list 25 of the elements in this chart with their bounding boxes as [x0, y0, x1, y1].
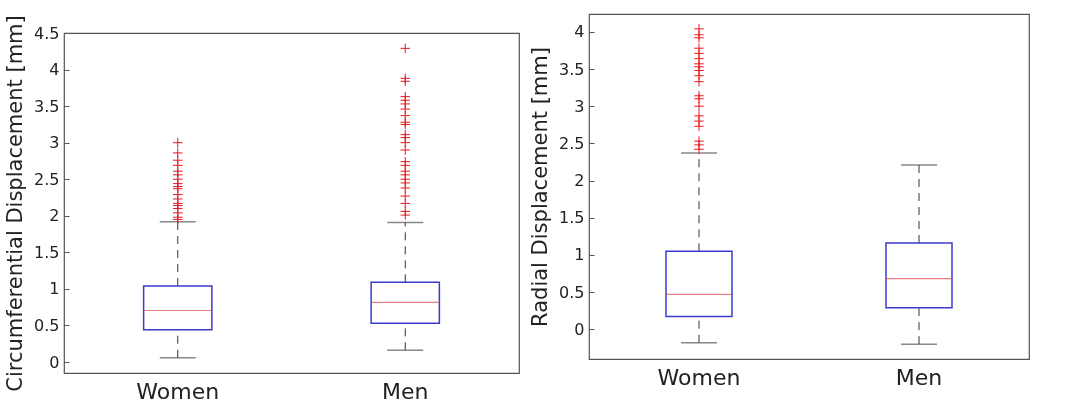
y-axis-title: Radial Displacement [mm]: [528, 47, 553, 327]
x-tick-label: Women: [657, 364, 741, 390]
y-tick-label: 2.5: [34, 169, 60, 189]
y-tick-label: 2: [49, 206, 60, 226]
y-tick-label: 0: [574, 319, 585, 339]
y-tick-label: 1.5: [34, 242, 60, 262]
y-tick-label: 1.5: [559, 208, 585, 228]
y-tick-label: 4: [49, 60, 60, 80]
x-tick-label: Men: [382, 378, 429, 404]
y-tick-label: 1: [49, 279, 60, 299]
x-tick-label: Women: [136, 378, 220, 404]
y-tick-label: 3.5: [559, 59, 585, 79]
y-tick-label: 2.5: [559, 133, 585, 153]
y-tick-label: 3.5: [34, 96, 60, 116]
y-tick-label: 3: [574, 96, 585, 116]
y-tick-label: 0.5: [34, 315, 60, 335]
y-tick-label: 0.5: [559, 282, 585, 302]
y-tick-label: 4: [574, 22, 585, 42]
y-tick-label: 4.5: [34, 23, 60, 43]
y-axis-title: Circumferential Displacement [mm]: [3, 15, 28, 392]
y-tick-label: 2: [574, 171, 585, 191]
x-tick-label: Men: [895, 364, 943, 390]
y-tick-label: 3: [49, 133, 60, 153]
y-tick-label: 1: [574, 245, 585, 265]
y-tick-label: 0: [49, 352, 60, 372]
